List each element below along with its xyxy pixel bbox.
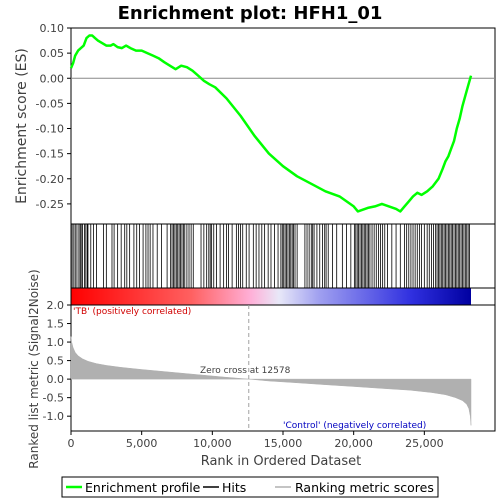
- es-y-tick-label: -0.10: [36, 123, 64, 136]
- ranked-metric-area: [70, 336, 472, 426]
- x-tick-label: 0: [68, 437, 75, 450]
- es-y-tick-label: -0.25: [36, 198, 64, 211]
- enrichment-profile-series: [69, 34, 473, 213]
- es-y-tick-label: -0.20: [36, 173, 64, 186]
- metric-y-tick-label: 0.5: [47, 355, 65, 368]
- x-tick-label: 25,000: [405, 437, 444, 450]
- metric-y-tick-label: 1.5: [47, 318, 65, 331]
- ranked-metric-series: [70, 305, 472, 431]
- es-y-tick-label: 0.00: [40, 72, 65, 85]
- es-y-tick-label: 0.05: [40, 47, 65, 60]
- es-y-axis-label: Enrichment score (ES): [14, 48, 30, 204]
- metric-y-axis: 2.0 1.5 1.0 0.5 0.0 -0.5 -1.0: [43, 299, 71, 423]
- metric-y-tick-label: 2.0: [47, 299, 65, 312]
- es-y-tick-label: -0.15: [36, 148, 64, 161]
- zero-cross-label: Zero cross at 12578: [200, 366, 291, 376]
- legend-hits-label: Hits: [222, 480, 246, 495]
- hits-series: [71, 224, 470, 288]
- x-tick-label: 20,000: [334, 437, 373, 450]
- metric-y-tick-label: 0.0: [47, 373, 65, 386]
- es-y-tick-label: -0.05: [36, 97, 64, 110]
- es-y-tick-label: 0.10: [40, 22, 65, 35]
- metric-panel-frame: [70, 304, 496, 432]
- legend-box: [61, 476, 439, 498]
- metric-y-tick-label: -0.5: [43, 392, 64, 405]
- legend-enrichment-label: Enrichment profile: [85, 480, 201, 495]
- x-tick-label: 10,000: [193, 437, 232, 450]
- negative-correlation-label: 'Control' (negatively correlated): [283, 421, 426, 431]
- es-panel-frame: [70, 27, 496, 225]
- chart-title: Enrichment plot: HFH1_01: [118, 3, 383, 24]
- x-tick-label: 5,000: [126, 437, 158, 450]
- x-tick-label: 15,000: [264, 437, 303, 450]
- enrichment-profile-line: [69, 34, 473, 213]
- metric-y-axis-label: Ranked list metric (Signal2Noise): [27, 269, 41, 468]
- x-axis-label: Rank in Ordered Dataset: [201, 454, 362, 469]
- legend-metric-label: Ranking metric scores: [295, 480, 434, 495]
- positive-correlation-label: 'TB' (positively correlated): [73, 307, 191, 317]
- es-y-axis: 0.10 0.05 0.00 -0.05 -0.10 -0.15 -0.20 -0.25: [36, 22, 495, 211]
- rank-color-bar: [71, 288, 471, 305]
- metric-y-tick-label: -1.0: [43, 410, 64, 423]
- rank-x-axis: 0 5,000 10,000 15,000 20,000 25,000: [68, 431, 444, 450]
- metric-y-tick-label: 1.0: [47, 336, 65, 349]
